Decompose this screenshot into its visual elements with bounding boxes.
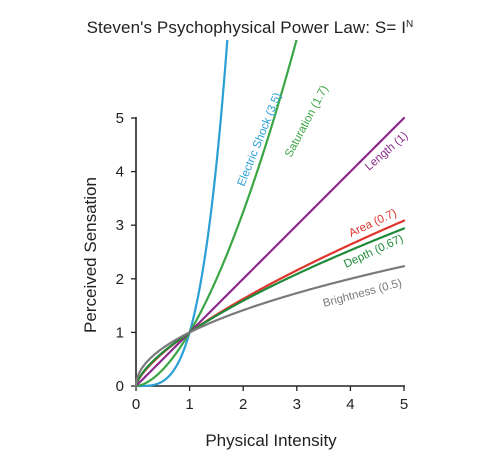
y-axis-label: Perceived Sensation: [81, 177, 100, 333]
series-label-saturation: Saturation (1.7): [283, 84, 331, 160]
axes: 0 1 2 3 4 5 0 1 2 3 4 5: [116, 110, 409, 413]
series-line-length: [134, 116, 406, 388]
x-tick-label: 2: [239, 396, 247, 413]
series-labels: Electric Shock (3.5)Saturation (1.7) Leng…: [236, 84, 411, 310]
series-line-depth: [134, 227, 406, 388]
x-tick-label: 4: [346, 396, 354, 413]
y-tick-label: 4: [116, 164, 124, 181]
x-axis-label: Physical Intensity: [205, 431, 337, 450]
chart-title: Steven's Psychophysical Power Law: S= IN: [86, 18, 414, 37]
y-tick-label: 3: [116, 217, 124, 234]
x-tick-label: 0: [132, 396, 140, 413]
y-tick-label: 2: [116, 271, 124, 288]
series-line-electric-shock: [134, 40, 229, 388]
series-line-brightness: [134, 265, 406, 388]
series-curves: [134, 40, 406, 388]
x-tick-label: 1: [185, 396, 193, 413]
series-label-electric-shock: Electric Shock (3.5): [236, 91, 285, 188]
y-tick-label: 5: [116, 110, 124, 127]
x-tick-label: 3: [293, 396, 301, 413]
series-line-saturation: [134, 40, 298, 388]
y-tick-label: 0: [116, 378, 124, 395]
x-tick-label: 5: [400, 396, 408, 413]
y-tick-label: 1: [116, 324, 124, 341]
title-superscript: N: [406, 19, 414, 30]
